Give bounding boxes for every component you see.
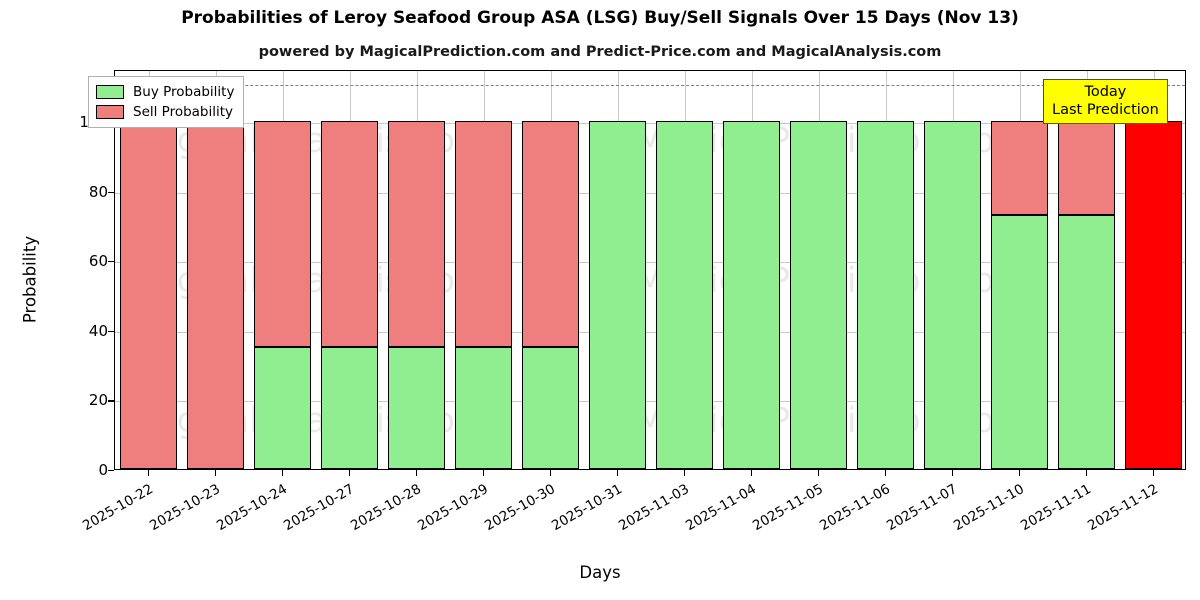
y-axis-tick-label: 20 — [88, 391, 108, 410]
bar-group[interactable] — [923, 71, 982, 469]
bar-segment-buy[interactable] — [253, 347, 312, 469]
legend-label-sell: Sell Probability — [133, 104, 234, 120]
bar-segment-buy[interactable] — [521, 347, 580, 469]
gridline-horizontal — [115, 262, 1185, 264]
legend-label-buy: Buy Probability — [133, 84, 235, 100]
plot-area: MagicalAnalysis.comMagicalPrediction.com… — [114, 70, 1186, 470]
today-badge: Today Last Prediction — [1043, 79, 1168, 125]
x-axis-tick-mark — [683, 470, 685, 476]
x-axis-tick-mark — [415, 470, 417, 476]
y-axis-tick-mark — [108, 261, 114, 263]
bars-layer — [115, 71, 1185, 469]
y-axis-tick-mark — [108, 191, 114, 193]
x-axis-tick-mark — [884, 470, 886, 476]
x-axis-tick-mark — [1085, 470, 1087, 476]
x-axis-tick-mark — [750, 470, 752, 476]
x-axis-tick-mark — [482, 470, 484, 476]
x-axis-tick-mark — [1018, 470, 1020, 476]
bar-group[interactable] — [320, 71, 379, 469]
bar-segment-sell[interactable] — [1057, 121, 1116, 216]
bar-group[interactable] — [186, 71, 245, 469]
bar-group[interactable] — [119, 71, 178, 469]
bar-segment-sell[interactable] — [990, 121, 1049, 216]
bar-group[interactable] — [789, 71, 848, 469]
bar-segment-buy[interactable] — [454, 347, 513, 469]
bar-segment-buy[interactable] — [789, 121, 848, 469]
legend-item-buy[interactable]: Buy Probability — [96, 82, 234, 102]
y-axis-tick-label: 40 — [88, 321, 108, 340]
gridline-horizontal — [115, 123, 1185, 125]
y-axis-tick-label: 60 — [88, 252, 108, 271]
x-axis-tick-mark — [817, 470, 819, 476]
bar-segment-sell[interactable] — [253, 121, 312, 348]
bar-segment-buy[interactable] — [588, 121, 647, 469]
x-axis-tick-mark — [616, 470, 618, 476]
bar-group[interactable] — [1124, 71, 1183, 469]
x-axis-tick-mark — [348, 470, 350, 476]
y-axis-tick-mark — [108, 330, 114, 333]
bar-group[interactable] — [655, 71, 714, 469]
x-axis-tick-mark — [549, 470, 551, 476]
chart-subtitle: powered by MagicalPrediction.com and Pre… — [258, 44, 942, 60]
bar-group[interactable] — [1057, 71, 1116, 469]
gridline-horizontal — [115, 331, 1185, 333]
gridline-horizontal — [115, 192, 1185, 194]
gridline-horizontal — [115, 401, 1185, 403]
bar-segment-buy[interactable] — [990, 215, 1049, 469]
legend-swatch-buy — [96, 85, 124, 99]
bar-segment-sell[interactable] — [387, 121, 446, 348]
x-axis-tick-mark — [214, 470, 216, 476]
x-axis-tick-mark — [1152, 470, 1154, 476]
bar-segment-buy[interactable] — [856, 121, 915, 469]
chart-legend: Buy Probability Sell Probability — [88, 76, 245, 128]
bar-segment-buy[interactable] — [1057, 215, 1116, 469]
bar-segment-sell[interactable] — [119, 121, 178, 469]
bar-segment-sell[interactable] — [521, 121, 580, 348]
x-axis-title: Days — [579, 563, 621, 582]
y-axis-tick-label: 0 — [98, 461, 108, 479]
bar-segment-sell[interactable] — [1124, 121, 1183, 469]
x-axis-tick-mark — [147, 470, 149, 476]
bar-group[interactable] — [856, 71, 915, 469]
threshold-line — [115, 84, 1185, 86]
bar-segment-sell[interactable] — [186, 121, 245, 469]
bar-segment-buy[interactable] — [387, 347, 446, 469]
x-axis-tick-mark — [951, 470, 953, 476]
bar-group[interactable] — [990, 71, 1049, 469]
legend-swatch-sell — [96, 105, 124, 119]
today-badge-line1: Today — [1084, 84, 1127, 100]
bar-group[interactable] — [387, 71, 446, 469]
bar-segment-sell[interactable] — [454, 121, 513, 348]
bar-group[interactable] — [253, 71, 312, 469]
bar-segment-buy[interactable] — [923, 121, 982, 469]
bar-segment-sell[interactable] — [320, 121, 379, 348]
bar-segment-buy[interactable] — [320, 347, 379, 469]
bar-segment-buy[interactable] — [722, 121, 781, 469]
bar-group[interactable] — [454, 71, 513, 469]
y-axis-tick-mark — [108, 400, 114, 402]
legend-item-sell[interactable]: Sell Probability — [96, 102, 234, 122]
y-axis-title: Probability — [20, 235, 40, 324]
x-axis-tick-mark — [281, 470, 283, 476]
bar-segment-buy[interactable] — [655, 121, 714, 469]
y-axis-tick-label: 80 — [88, 182, 108, 201]
page-title: Probabilities of Leroy Seafood Group ASA… — [181, 8, 1019, 28]
today-badge-line2: Last Prediction — [1052, 102, 1159, 119]
y-axis-tick-mark — [108, 470, 114, 472]
bar-group[interactable] — [588, 71, 647, 469]
bar-group[interactable] — [722, 71, 781, 469]
bar-group[interactable] — [521, 71, 580, 469]
